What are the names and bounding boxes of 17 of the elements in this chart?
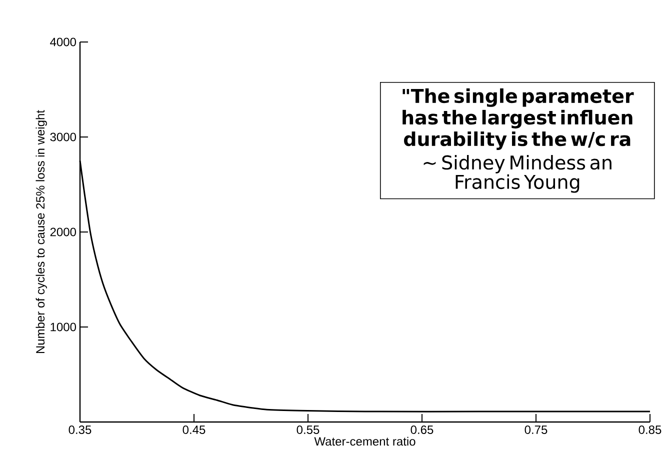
annotation: durability is the w/c ra xyxy=(404,131,630,150)
x-axis-title: Water-cement ratio xyxy=(314,436,416,446)
y-tick-label: 2000 xyxy=(50,228,76,236)
x-tick-label: 0.45 xyxy=(182,426,206,434)
y-tick-label: 1000 xyxy=(50,322,76,332)
y-tick-label: 3000 xyxy=(50,132,76,142)
x-tick-label: 0.75 xyxy=(524,426,548,434)
annotation: has the largest influen xyxy=(402,110,632,128)
x-tick-label: 0.55 xyxy=(296,426,320,434)
annotation: Francis Young xyxy=(456,174,580,193)
y-axis-title: Number of cycles to cause 25% loss in weight xyxy=(36,110,47,354)
x-tick-label: 0.35 xyxy=(68,426,92,434)
x-tick-label: 0.85 xyxy=(638,426,662,434)
y-tick-label: 4000 xyxy=(50,38,76,46)
x-tick-label: 0.65 xyxy=(410,426,434,434)
annotation: ~ Sidney Mindess an xyxy=(424,154,612,174)
annotation: "The single parameter xyxy=(402,88,634,107)
